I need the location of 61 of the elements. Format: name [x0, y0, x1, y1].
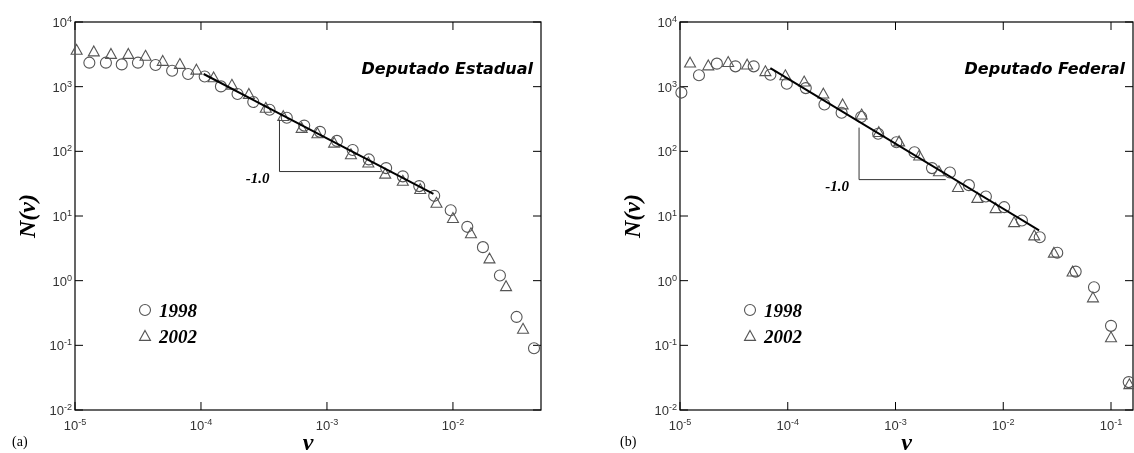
y-axis-title: N(v) — [14, 194, 40, 239]
point — [131, 56, 144, 69]
point — [149, 58, 162, 72]
y-tick-label: 10$^{2}$ — [657, 143, 677, 160]
text: (b) — [620, 434, 637, 450]
x-tick-label: 10$^{-4}$ — [776, 417, 800, 433]
x-tick-label: 10$^{-5}$ — [668, 417, 692, 433]
point — [380, 162, 393, 175]
y-tick-label: 10$^{-2}$ — [654, 402, 677, 418]
legend-label: 1998 — [764, 300, 803, 321]
y-tick-label: 10$^{4}$ — [657, 14, 677, 30]
y-tick-label: 10$^{2}$ — [52, 143, 72, 160]
point — [379, 167, 392, 179]
y-tick-label: 10$^{0}$ — [52, 272, 72, 289]
point — [493, 269, 506, 282]
point — [263, 103, 276, 116]
y-tick-label: 10$^{4}$ — [52, 14, 72, 30]
point — [115, 58, 128, 71]
legend-label: 1998 — [159, 300, 198, 321]
y-tick-label: 10$^{1}$ — [657, 208, 677, 224]
y-tick-label: 10$^{3}$ — [52, 78, 72, 95]
y-tick-label: 10$^{-1}$ — [654, 337, 677, 354]
point — [346, 143, 359, 157]
y-tick-label: 10$^{1}$ — [52, 208, 72, 224]
point — [247, 95, 260, 109]
x-tick-label: 10$^{-3}$ — [315, 417, 339, 433]
y-axis-title: N(v) — [619, 194, 645, 239]
text: Deputado Federal — [964, 59, 1126, 78]
point — [527, 342, 541, 355]
x-tick-label: 10$^{-5}$ — [63, 417, 87, 433]
y-tick-label: 10$^{-1}$ — [49, 337, 72, 354]
x-axis-title: v — [302, 429, 314, 453]
x-tick-label: 10$^{-2}$ — [991, 417, 1015, 433]
point — [461, 220, 474, 233]
text: (a) — [12, 434, 28, 450]
annotation: -1.0 — [245, 169, 270, 186]
point — [83, 56, 96, 69]
y-tick-label: 10$^{3}$ — [657, 78, 677, 95]
point — [510, 310, 523, 323]
y-tick-label: 10$^{0}$ — [657, 272, 677, 289]
point — [396, 170, 409, 183]
annotation: -1.0 — [825, 177, 850, 194]
x-tick-label: 10$^{-4}$ — [189, 417, 213, 433]
point — [166, 64, 179, 77]
point — [99, 56, 112, 69]
point — [428, 189, 441, 202]
text: Deputado Estadual — [361, 59, 534, 78]
x-tick-label: 10$^{-2}$ — [441, 417, 465, 433]
point — [476, 241, 489, 254]
point — [214, 80, 227, 93]
legend-label: 2002 — [763, 326, 803, 347]
point — [446, 211, 459, 223]
point — [231, 87, 244, 101]
x-tick-label: 10$^{-1}$ — [1099, 417, 1123, 433]
point — [430, 196, 443, 208]
point — [444, 204, 457, 217]
point — [396, 174, 409, 186]
point — [198, 70, 211, 83]
legend-label: 2002 — [158, 326, 198, 347]
point — [182, 67, 195, 81]
y-tick-label: 10$^{-2}$ — [49, 402, 72, 418]
